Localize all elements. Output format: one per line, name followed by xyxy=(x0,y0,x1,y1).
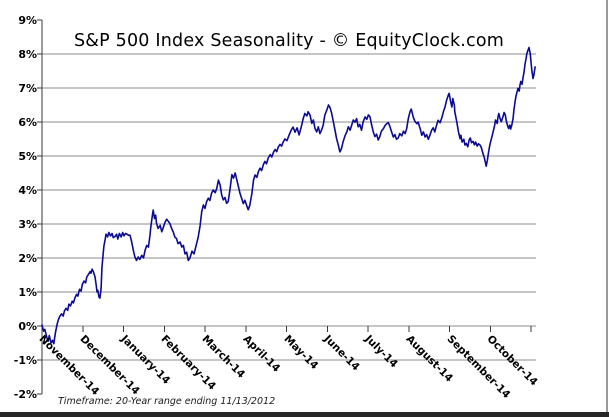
frame-right-border xyxy=(606,0,608,417)
y-axis-label: -2% xyxy=(13,387,37,401)
y-axis-label: 0% xyxy=(18,319,37,333)
y-axis-label: 2% xyxy=(18,251,37,265)
y-axis-label: 5% xyxy=(18,149,37,163)
y-axis-label: 4% xyxy=(18,183,37,197)
y-axis-label: -1% xyxy=(13,353,37,367)
timeframe-note: Timeframe: 20-Year range ending 11/13/20… xyxy=(58,396,276,407)
y-axis-label: 8% xyxy=(18,47,37,61)
frame-bottom-border xyxy=(0,412,609,417)
y-axis-label: 6% xyxy=(18,115,37,129)
y-axis-label: 3% xyxy=(18,217,37,231)
y-axis-label: 1% xyxy=(18,285,37,299)
y-axis-label: 7% xyxy=(18,81,37,95)
y-axis-label: 9% xyxy=(18,13,37,27)
chart-title: S&P 500 Index Seasonality - © EquityCloc… xyxy=(73,31,505,51)
seasonality-line xyxy=(41,46,536,345)
